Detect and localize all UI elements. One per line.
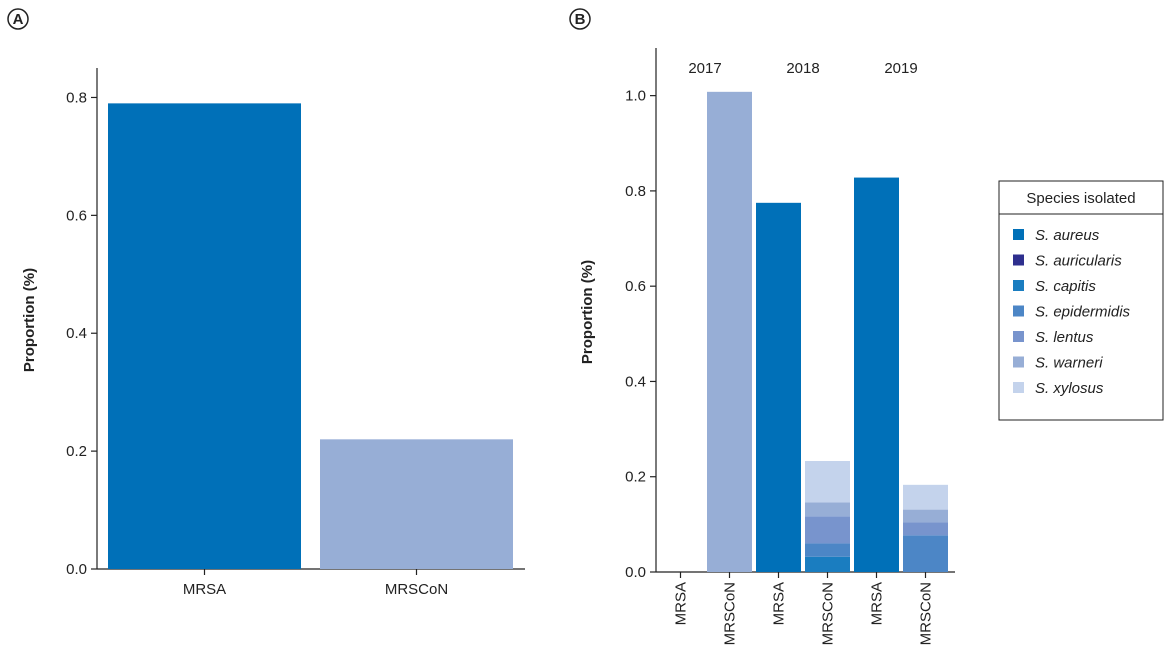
panel-b-bar-2019-mrscon-seg-4 — [903, 522, 948, 536]
legend-title: Species isolated — [1026, 190, 1135, 207]
panel-b-x-tick-label: MRSA — [771, 582, 788, 625]
panel-b-y-tick-label: 1.0 — [625, 88, 646, 105]
legend-item-label: S. aureus — [1035, 227, 1100, 244]
panel-b-year-label-2019: 2019 — [884, 60, 917, 77]
legend-swatch — [1013, 280, 1024, 291]
panel-b-y-tick-label: 0.2 — [625, 469, 646, 486]
panel-b-y-tick-label: 0.4 — [625, 373, 646, 390]
panel-b-y-tick-label: 0.6 — [625, 278, 646, 295]
panel-b-bar-2018-mrscon-seg-2 — [805, 556, 850, 572]
panel-b-letter-circle — [569, 8, 591, 30]
legend-item-label: S. auricularis — [1035, 253, 1122, 270]
legend-swatch — [1013, 229, 1024, 240]
panel-b-year-label-2017: 2017 — [688, 60, 721, 77]
panel-b-x-tick-label: MRSA — [673, 582, 690, 625]
panel-b-bar-2017-mrscon-seg-5 — [707, 91, 752, 573]
panel-b-bar-2019-mrsa-seg-0 — [854, 177, 899, 572]
panel-b-x-tick-label: MRSA — [869, 582, 886, 625]
legend: Species isolated S. aureus S. auricularis… — [998, 180, 1164, 421]
panel-b-bar-2018-mrscon-seg-6 — [805, 461, 850, 503]
legend-item-label: S. epidermidis — [1035, 304, 1131, 321]
panel-a-letter: A — [13, 11, 24, 28]
legend-item-label: S. warneri — [1035, 355, 1103, 372]
panel-a-y-axis-label: Proportion (%) — [21, 268, 38, 372]
legend-swatch — [1013, 382, 1024, 393]
panel-a-y-tick-label: 0.0 — [66, 561, 87, 578]
legend-swatch — [1013, 331, 1024, 342]
panel-a-bar-mrsa — [108, 103, 301, 569]
panel-a-x-tick-label: MRSCoN — [385, 581, 448, 598]
panel-a-y-tick-label: 0.4 — [66, 325, 87, 342]
panel-b-bar-2019-mrscon-seg-6 — [903, 484, 948, 510]
panel-a: A Proportion (%) 0.0 0.2 0.4 0.6 0.8 MRSA MRS… — [7, 8, 525, 598]
panel-a-y-tick-label: 0.2 — [66, 443, 87, 460]
panel-a-y-tick-label: 0.8 — [66, 89, 87, 106]
panel-b-bar-2019-mrscon-seg-3 — [903, 535, 948, 572]
legend-item-label: S. capitis — [1035, 278, 1096, 295]
panel-b-y-axis-label: Proportion (%) — [579, 260, 596, 364]
panel-a-x-tick-label: MRSA — [183, 581, 226, 598]
panel-a-letter-circle — [7, 8, 29, 30]
panel-b-bar-2018-mrscon-seg-4 — [805, 516, 850, 544]
panel-b-x-tick-label: MRSCoN — [918, 582, 935, 645]
panel-b-bar-2018-mrscon-seg-3 — [805, 543, 850, 557]
panel-b-bar-2019-mrscon-seg-5 — [903, 509, 948, 523]
panel-b-x-tick-label: MRSCoN — [722, 582, 739, 645]
panel-b-y-tick-label: 0.0 — [625, 564, 646, 581]
panel-b-x-tick-label: MRSCoN — [820, 582, 837, 645]
panel-b: B Proportion (%) 0.0 0.2 0.4 0.6 0.8 1.0 2017… — [569, 8, 955, 645]
legend-swatch — [1013, 356, 1024, 368]
panel-b-bar-2018-mrscon-seg-5 — [805, 502, 850, 517]
panel-a-y-tick-label: 0.6 — [66, 207, 87, 224]
legend-box — [998, 180, 1164, 421]
legend-swatch — [1013, 305, 1024, 317]
panel-a-bar-mrscon — [320, 439, 513, 569]
panel-b-year-label-2018: 2018 — [786, 60, 819, 77]
panel-b-y-tick-label: 0.8 — [625, 183, 646, 200]
legend-item-label: S. lentus — [1035, 329, 1094, 346]
legend-swatch — [1013, 254, 1024, 266]
panel-b-letter: B — [575, 11, 586, 28]
legend-item-label: S. xylosus — [1035, 380, 1104, 397]
panel-b-bar-2018-mrsa-seg-0 — [756, 202, 801, 572]
